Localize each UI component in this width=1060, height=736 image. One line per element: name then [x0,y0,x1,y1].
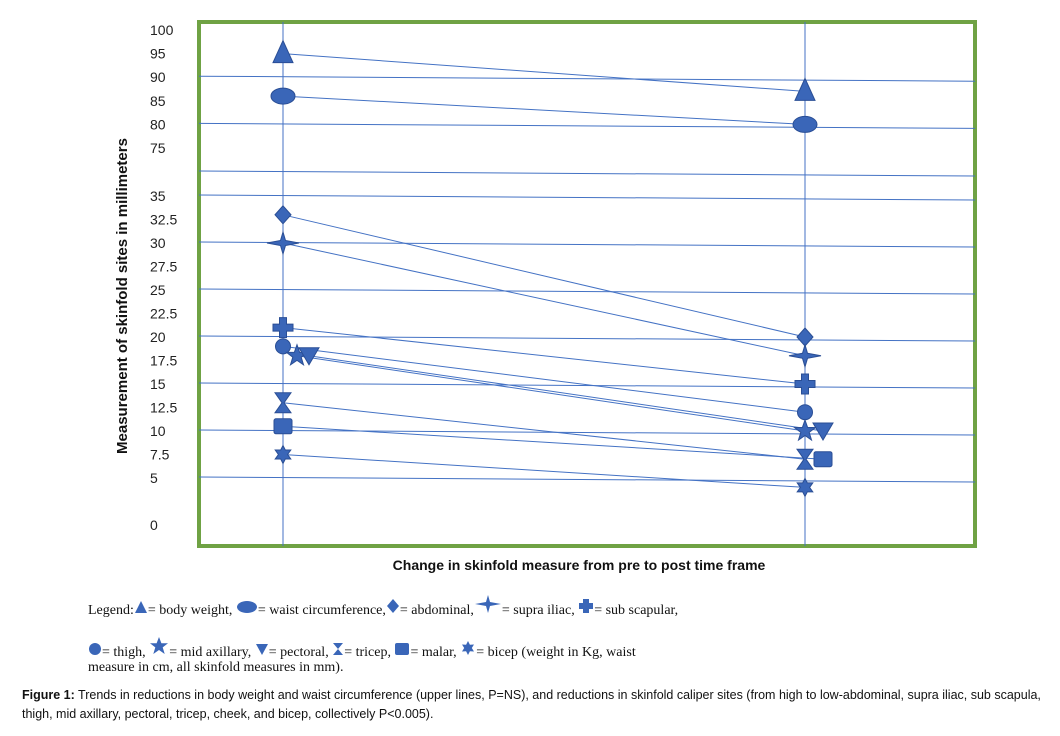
legend-item-waist: = waist circumference, [257,603,386,618]
triangle-icon [134,601,148,618]
series-lines [282,53,824,488]
legend-item-thigh: = thigh, [102,645,146,660]
series-line [308,355,824,432]
legend-item-bicep: = bicep (weight in Kg, waist [476,645,636,660]
series-line [282,425,824,460]
gridline [198,335,976,342]
y-tick-label: 10 [150,423,166,439]
marker-star6 [796,477,814,498]
marker-hourglass [274,392,292,414]
legend-item-malar: = malar, [410,645,457,660]
y-tick-label: 95 [150,46,166,62]
circle-icon [88,643,102,660]
y-tick-labels: 10095908580753532.53027.52522.52017.5151… [150,22,177,533]
marker-diamond [274,205,292,225]
chart-frame [197,20,977,548]
marker-star5 [793,418,817,442]
legend-item-sub-scapular: = sub scapular, [594,603,679,618]
legend-row-2: = thigh, = mid axillary, = pectoral, = t… [88,636,636,661]
legend-item-pectoral: = pectoral, [268,645,329,660]
gridline [198,75,976,82]
series-line [296,355,806,432]
gridline [198,382,976,389]
marker-ellipse [270,87,296,105]
y-tick-label: 35 [150,188,166,204]
gridline [198,194,976,201]
legend-item-abdominal: = abdominal, [399,603,474,618]
marker-plus [272,317,294,339]
gridline [198,122,976,129]
series-line [282,327,806,385]
y-tick-label: 90 [150,69,166,85]
marker-triangle-down [812,422,834,441]
y-tick-label: 25 [150,282,166,298]
legend-note: measure in cm, all skinfold measures in … [88,660,344,675]
gridlines [198,22,976,546]
marker-triangle [272,39,294,64]
series-markers [266,39,834,498]
y-tick-label: 12.5 [150,400,177,416]
diamond-icon [386,599,400,618]
y-tick-label: 75 [150,140,166,156]
hourglass-icon [332,643,344,660]
marker-star4 [788,343,822,369]
marker-plus [794,373,816,395]
figure-caption: Figure 1: Trends in reductions in body w… [22,686,1042,724]
series-line [282,53,806,92]
star6-icon [460,641,476,660]
y-tick-label: 22.5 [150,306,177,322]
y-tick-label: 5 [150,470,158,486]
ellipse-icon [236,601,258,618]
legend-item-tricep: = tricep, [344,645,391,660]
gridline [198,429,976,436]
series-line [282,95,806,125]
series-line [282,402,806,460]
star4-icon [474,595,502,618]
marker-square [273,418,293,435]
gridline [198,241,976,248]
marker-square [813,451,833,468]
axis-break-line [198,170,976,177]
caption-label: Figure 1: [22,688,75,702]
series-line [282,242,806,357]
legend-row-1: Legend: = body weight, = waist circumfere… [88,594,678,619]
gridline [198,476,976,483]
plus-icon [578,599,594,618]
marker-circle [275,338,291,355]
y-tick-label: 15 [150,376,166,392]
marker-triangle [794,77,816,101]
caption-text: Trends in reductions in body weight and … [22,688,1041,721]
y-tick-label: 17.5 [150,353,177,369]
y-tick-label: 30 [150,235,166,251]
star5-icon [149,637,169,660]
series-line [282,345,806,413]
legend-title: Legend: [88,603,134,618]
marker-star4 [266,230,300,256]
triangle-down-icon [255,644,269,660]
y-tick-label: 27.5 [150,259,177,275]
y-tick-label: 85 [150,93,166,109]
series-line [282,214,806,338]
legend-item-mid-axillary: = mid axillary, [169,645,252,660]
legend-item-supra-iliac: = supra iliac, [501,603,575,618]
y-tick-label: 32.5 [150,212,177,228]
x-axis-label: Change in skinfold measure from pre to p… [393,557,766,573]
y-tick-label: 80 [150,116,166,132]
chart: 10095908580753532.53027.52522.52017.5151… [114,20,977,573]
marker-star6 [274,444,292,465]
y-tick-label: 20 [150,329,166,345]
marker-hourglass [796,448,814,470]
y-tick-label: 0 [150,517,158,533]
series-line [282,454,806,488]
y-tick-label: 7.5 [150,447,170,463]
marker-triangle-down [298,347,320,366]
y-axis-label: Measurement of skinfold sites in millime… [114,138,131,454]
square-icon [394,643,410,660]
gridline [198,288,976,295]
marker-ellipse [792,115,818,133]
legend-item-body-weight: = body weight, [147,603,233,618]
y-tick-label: 100 [150,22,174,38]
marker-circle [797,404,813,421]
